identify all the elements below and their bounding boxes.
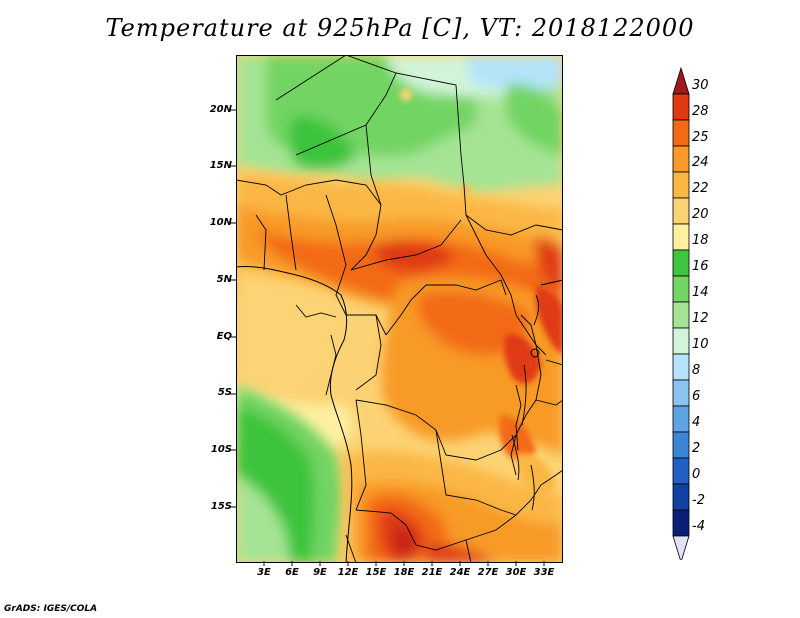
colorbar-swatch (672, 171, 690, 199)
colorbar-label: 18 (692, 233, 709, 248)
colorbar-label: 25 (692, 130, 709, 145)
lon-label-21e: 21E (421, 567, 443, 578)
lat-label-20n: 20N (209, 104, 232, 115)
lon-label-27e: 27E (477, 567, 499, 578)
colorbar-swatch (672, 509, 690, 537)
lon-label-33e: 33E (533, 567, 555, 578)
colorbar-swatch (672, 119, 690, 147)
colorbar-label: 14 (692, 285, 709, 300)
colorbar-label: 0 (692, 467, 701, 482)
lat-label-15s: 15S (210, 501, 232, 512)
colorbar-swatch (672, 483, 690, 511)
lat-ticks (230, 109, 236, 508)
colorbar-top-triangle (672, 66, 690, 95)
lat-label-15n: 15N (209, 160, 232, 171)
coastlines (236, 266, 353, 563)
colorbar-swatch (672, 223, 690, 251)
colorbar (672, 66, 690, 560)
colorbar-swatch (672, 301, 690, 329)
colorbar-label: 16 (692, 259, 709, 274)
colorbar-label: 10 (692, 337, 709, 352)
lon-label-15e: 15E (365, 567, 387, 578)
colorbar-label: 28 (692, 104, 709, 119)
map-title: Temperature at 925hPa [C], VT: 201812200… (105, 14, 695, 42)
lon-label-30e: 30E (505, 567, 527, 578)
lon-label-18e: 18E (393, 567, 415, 578)
country-borders (236, 55, 563, 563)
temperature-map (236, 55, 563, 563)
lon-label-9e: 9E (313, 567, 327, 578)
colorbar-label: 20 (692, 207, 709, 222)
lon-label-3e: 3E (257, 567, 271, 578)
colorbar-label: 2 (692, 441, 701, 456)
lat-label-5s: 5S (217, 387, 232, 398)
colorbar-label: 12 (692, 311, 709, 326)
colorbar-bottom-triangle (672, 535, 690, 560)
colorbar-swatch (672, 327, 690, 355)
lat-label-eq: EQ (216, 331, 232, 342)
lat-label-5n: 5N (216, 274, 232, 285)
colorbar-swatch (672, 405, 690, 433)
colorbar-swatch (672, 275, 690, 303)
lon-ticks (263, 561, 545, 566)
colorbar-swatch (672, 197, 690, 225)
colorbar-label: 22 (692, 181, 709, 196)
lon-label-6e: 6E (285, 567, 299, 578)
lat-label-10n: 10N (209, 217, 232, 228)
lon-label-12e: 12E (337, 567, 359, 578)
lakes (511, 294, 540, 511)
grads-credit: GrADS: IGES/COLA (4, 604, 98, 614)
congo-basin-warm (381, 275, 563, 455)
colorbar-swatch (672, 93, 690, 121)
sahara-cool-zone (236, 55, 563, 192)
colorbar-label: 30 (692, 78, 709, 93)
lon-label-24e: 24E (449, 567, 471, 578)
colorbar-label: -2 (692, 493, 705, 508)
south-atlantic-cool (236, 385, 342, 563)
colorbar-label: 24 (692, 155, 709, 170)
colorbar-swatch (672, 353, 690, 381)
colorbar-swatch (672, 145, 690, 173)
southern-africa-hot (346, 450, 563, 563)
colorbar-label: 8 (692, 363, 701, 378)
colorbar-swatch (672, 457, 690, 485)
colorbar-swatch (672, 249, 690, 277)
colorbar-swatch (672, 431, 690, 459)
lat-label-10s: 10S (210, 444, 232, 455)
colorbar-label: -4 (692, 519, 705, 534)
small-features (400, 89, 470, 195)
east-africa-warm (499, 285, 563, 495)
colorbar-swatch (672, 379, 690, 407)
colorbar-label: 6 (692, 389, 701, 404)
colorbar-label: 4 (692, 415, 701, 430)
